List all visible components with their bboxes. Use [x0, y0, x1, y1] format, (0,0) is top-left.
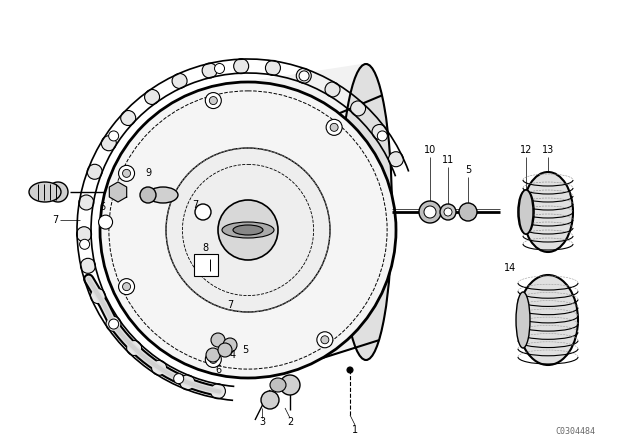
Circle shape	[266, 60, 280, 75]
Circle shape	[90, 289, 106, 304]
Text: 12: 12	[520, 145, 532, 155]
Text: 8: 8	[202, 243, 208, 253]
Polygon shape	[109, 182, 127, 202]
Circle shape	[101, 136, 116, 151]
Text: 5: 5	[465, 165, 471, 175]
Circle shape	[206, 348, 220, 362]
Ellipse shape	[261, 391, 279, 409]
FancyBboxPatch shape	[194, 254, 218, 276]
Circle shape	[152, 360, 166, 375]
Circle shape	[180, 375, 195, 390]
Text: 2: 2	[287, 417, 293, 427]
Circle shape	[330, 123, 338, 131]
Ellipse shape	[222, 222, 274, 238]
Text: 6: 6	[99, 202, 105, 212]
Ellipse shape	[270, 378, 286, 392]
Circle shape	[378, 131, 387, 141]
Circle shape	[172, 73, 187, 88]
Ellipse shape	[280, 375, 300, 395]
Text: 14: 14	[504, 263, 516, 273]
Text: 7: 7	[227, 300, 233, 310]
Text: C0304484: C0304484	[555, 427, 595, 436]
Circle shape	[106, 316, 121, 332]
Text: 3: 3	[259, 417, 265, 427]
Polygon shape	[248, 64, 396, 358]
Circle shape	[440, 204, 456, 220]
Ellipse shape	[516, 292, 530, 348]
Ellipse shape	[140, 187, 156, 203]
Circle shape	[109, 319, 118, 329]
Circle shape	[444, 208, 452, 216]
Circle shape	[205, 351, 221, 367]
Circle shape	[234, 59, 249, 73]
Circle shape	[127, 340, 141, 356]
Circle shape	[296, 68, 311, 83]
Ellipse shape	[340, 64, 392, 360]
Circle shape	[118, 165, 134, 181]
Circle shape	[77, 227, 92, 242]
Circle shape	[321, 336, 329, 344]
Text: 7: 7	[52, 215, 58, 225]
Circle shape	[209, 355, 218, 363]
Text: 1: 1	[352, 425, 358, 435]
Ellipse shape	[48, 182, 68, 202]
Circle shape	[205, 93, 221, 108]
Circle shape	[166, 148, 330, 312]
Circle shape	[118, 279, 134, 295]
Ellipse shape	[519, 190, 533, 234]
Circle shape	[459, 203, 477, 221]
Circle shape	[122, 283, 131, 291]
Circle shape	[79, 195, 94, 210]
Circle shape	[317, 332, 333, 348]
Ellipse shape	[148, 187, 178, 203]
Circle shape	[325, 82, 340, 97]
Circle shape	[99, 215, 113, 229]
Circle shape	[218, 343, 232, 357]
Circle shape	[173, 374, 184, 383]
Text: 6: 6	[215, 365, 221, 375]
Circle shape	[347, 367, 353, 373]
Circle shape	[100, 82, 396, 378]
Circle shape	[218, 200, 278, 260]
Text: 13: 13	[542, 145, 554, 155]
Circle shape	[87, 164, 102, 179]
Circle shape	[211, 333, 225, 347]
Ellipse shape	[29, 182, 61, 202]
Circle shape	[214, 64, 225, 73]
Circle shape	[424, 206, 436, 218]
Circle shape	[419, 201, 441, 223]
Ellipse shape	[233, 225, 263, 235]
Circle shape	[326, 119, 342, 135]
Text: 9: 9	[145, 168, 151, 178]
Circle shape	[195, 204, 211, 220]
Text: 5: 5	[242, 345, 248, 355]
Text: 10: 10	[424, 145, 436, 155]
Circle shape	[372, 125, 387, 139]
Circle shape	[121, 111, 136, 125]
Circle shape	[79, 239, 90, 249]
Text: 7: 7	[192, 200, 198, 210]
Ellipse shape	[518, 275, 578, 365]
Ellipse shape	[523, 172, 573, 252]
Ellipse shape	[518, 190, 534, 234]
Circle shape	[211, 384, 225, 399]
Circle shape	[299, 71, 309, 81]
Circle shape	[351, 101, 365, 116]
Circle shape	[81, 258, 95, 273]
Circle shape	[145, 90, 159, 104]
Circle shape	[202, 63, 217, 78]
Circle shape	[122, 169, 131, 177]
Text: 11: 11	[442, 155, 454, 165]
Circle shape	[388, 152, 403, 167]
Text: 4: 4	[230, 350, 236, 360]
Circle shape	[100, 82, 396, 378]
Circle shape	[109, 131, 118, 141]
Circle shape	[209, 97, 218, 104]
Circle shape	[223, 338, 237, 352]
